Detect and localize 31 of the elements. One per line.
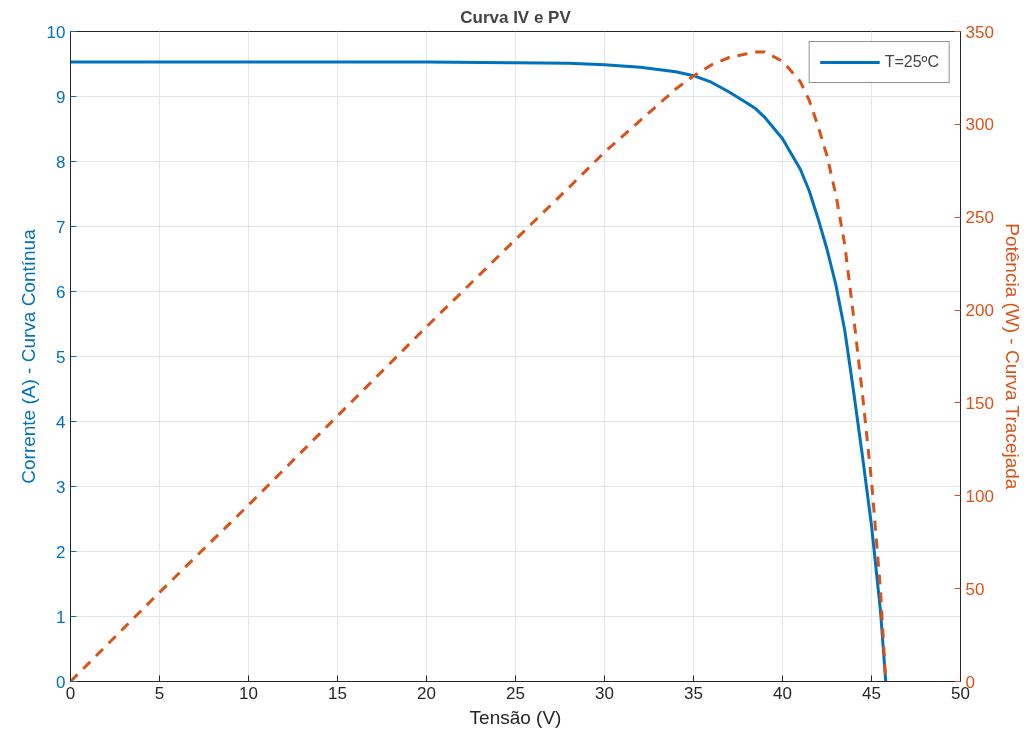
x-tick-label: 5 <box>154 683 165 703</box>
x-tick-label: 45 <box>862 683 881 703</box>
y-tick-label: 6 <box>56 282 66 302</box>
y2-tick-label: 300 <box>965 115 994 135</box>
y2-tick-label: 250 <box>965 208 994 228</box>
y2-tick-label: 150 <box>965 393 994 413</box>
y-tick-label: 9 <box>56 87 66 107</box>
legend-label: T=25ºC <box>884 53 939 71</box>
x-tick-label: 15 <box>328 683 347 703</box>
x-tick-label: 30 <box>595 683 614 703</box>
x-tick-label: 40 <box>773 683 792 703</box>
x-tick-label: 20 <box>417 683 436 703</box>
x-tick-label: 35 <box>684 683 703 703</box>
y2-tick-label: 350 <box>965 22 994 42</box>
y-tick-label: 3 <box>56 477 66 497</box>
y2-axis-title: Potência (W) - Curva Tracejada <box>1001 223 1023 490</box>
y-tick-label: 4 <box>56 412 66 432</box>
chart-title: Curva IV e PV <box>460 7 572 27</box>
y-tick-label: 5 <box>56 347 66 367</box>
x-tick-label: 10 <box>239 683 258 703</box>
y2-tick-label: 200 <box>965 301 994 321</box>
x-axis-title: Tensão (V) <box>469 706 562 728</box>
y-tick-label: 10 <box>46 22 66 42</box>
y-axis-title: Corrente (A) - Curva Contínua <box>17 228 39 484</box>
x-tick-label: 25 <box>506 683 525 703</box>
y-tick-label: 7 <box>56 217 66 237</box>
y-tick-label: 8 <box>56 152 66 172</box>
y2-tick-label: 50 <box>965 579 985 599</box>
y-tick-label: 1 <box>56 607 66 627</box>
y-tick-label: 2 <box>56 542 66 562</box>
y2-tick-label: 100 <box>965 486 994 506</box>
